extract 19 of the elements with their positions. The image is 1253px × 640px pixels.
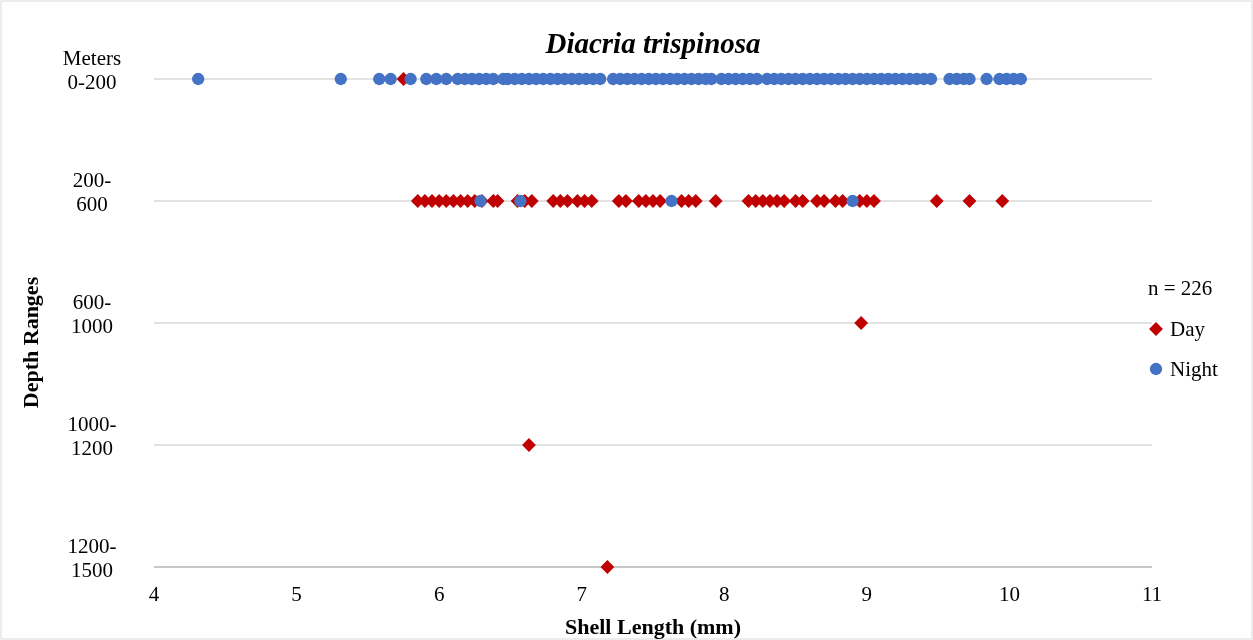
x-tick-label: 4 (148, 582, 160, 606)
x-tick-label: 8 (719, 582, 730, 606)
y-axis-title: Depth Ranges (18, 276, 43, 409)
x-tick-label: 9 (861, 582, 873, 606)
y-tick-label: Meters 0-200 (62, 46, 122, 94)
x-tick-label: 6 (433, 582, 445, 606)
x-tick-label: 10 (998, 582, 1020, 606)
legend-label: Day (1170, 317, 1206, 341)
y-tick-label: 1000- 1200 (67, 412, 117, 460)
legend-title: n = 226 (1148, 276, 1213, 300)
x-tick-label: 11 (1141, 582, 1163, 606)
y-tick-label: 600- 1000 (71, 290, 113, 338)
x-tick-label: 5 (291, 582, 302, 606)
text: Diacria trispinosa (544, 27, 761, 59)
x-tick-label: 7 (576, 582, 587, 606)
x-axis-title: Shell Length (mm) (565, 614, 741, 639)
legend-label: Night (1170, 357, 1218, 381)
y-tick-label: 1200- 1500 (67, 534, 117, 582)
y-tick-label: 200- 600 (72, 168, 112, 216)
